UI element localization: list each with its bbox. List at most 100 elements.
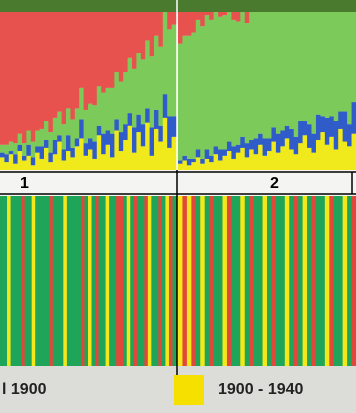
- stacked-bar-2-27-blue: [293, 136, 299, 155]
- stacked-bar-2-14-red: [235, 12, 241, 22]
- strip-bar-2-21: [267, 196, 273, 366]
- stacked-bar-2-29-yellow: [302, 135, 308, 170]
- strip-bar-1-47: [161, 196, 167, 366]
- stacked-bar-2-7-blue: [204, 149, 210, 159]
- stacked-bar-2-25-green: [284, 12, 290, 126]
- stacked-bar-2-6-green: [200, 26, 206, 159]
- legend-label-2: 1900 - 1940: [218, 381, 304, 398]
- stacked-bar-1-21-yellow: [88, 149, 93, 170]
- stacked-bar-1-37-blue: [158, 125, 164, 142]
- stacked-bar-2-17-yellow: [249, 149, 255, 170]
- stacked-bar-1-1-green: [0, 144, 5, 153]
- stacked-bar-2-4-yellow: [191, 162, 197, 170]
- stacked-bar-1-6-green: [22, 143, 27, 156]
- stacked-bar-2-10-red: [218, 12, 224, 17]
- stacked-bar-2-27-yellow: [293, 154, 299, 170]
- stacked-bar-1-22-green: [92, 105, 98, 142]
- stacked-bar-1-7-green: [26, 130, 32, 145]
- stacked-bar-2-1-yellow: [178, 163, 184, 170]
- stacked-bar-1-9-blue: [35, 146, 41, 153]
- stacked-bar-2-8-blue: [209, 155, 215, 163]
- strip-bar-1-44: [151, 196, 156, 366]
- stacked-bar-2-34-green: [324, 12, 330, 118]
- stacked-bar-2-10-green: [218, 16, 224, 150]
- strip-bar-1-25: [84, 196, 89, 366]
- stacked-bar-1-39-green: [167, 29, 173, 117]
- stacked-bar-2-3-blue: [186, 158, 192, 166]
- stacked-bar-1-40-green: [171, 24, 177, 117]
- stacked-bar-2-13-red: [231, 12, 237, 20]
- stacked-bar-1-24-blue: [101, 133, 107, 155]
- stacked-bar-1-22-blue: [92, 141, 98, 159]
- stacked-bar-2-18-blue: [253, 138, 259, 155]
- stacked-bar-2-16-red: [244, 12, 250, 24]
- stacked-bar-2-40-blue: [351, 102, 356, 134]
- stacked-bar-2-8-green: [209, 19, 215, 156]
- legend-swatch-2: [174, 375, 204, 405]
- stacked-bar-2-37-blue: [338, 111, 344, 129]
- stacked-bar-2-12-green: [226, 12, 232, 142]
- stacked-bar-2-15-yellow: [240, 147, 246, 170]
- strip-bar-1-15: [49, 196, 54, 366]
- strip-bar-2-2: [182, 196, 188, 366]
- stacked-bar-1-11-yellow: [44, 147, 49, 170]
- stacked-bar-1-36-yellow: [154, 128, 159, 170]
- stacked-bar-2-30-yellow: [307, 147, 313, 170]
- stacked-bar-1-32-yellow: [136, 132, 142, 170]
- stacked-bar-1-25-red: [105, 12, 111, 88]
- strip-bar-2-39: [347, 196, 353, 366]
- stacked-bar-2-8-yellow: [209, 162, 215, 170]
- stacked-bar-1-2-blue: [4, 154, 10, 163]
- stacked-bar-1-26-yellow: [110, 157, 115, 170]
- stacked-bar-2-2-red: [182, 12, 188, 36]
- stacked-bar-2-25-blue: [284, 125, 290, 139]
- stacked-bar-2-21-yellow: [267, 151, 273, 170]
- stacked-bar-1-20-blue: [83, 143, 89, 156]
- stacked-bar-1-37-green: [158, 46, 164, 126]
- stacked-bar-1-31-blue: [132, 127, 137, 153]
- stacked-bar-1-26-red: [110, 12, 115, 88]
- stacked-bar-1-39-blue: [167, 116, 173, 148]
- legend-item-1: l 1900: [2, 372, 46, 408]
- stacked-bar-1-14-red: [57, 12, 63, 112]
- stacked-bar-1-8-yellow: [30, 165, 36, 170]
- stacked-bar-2-1-red: [178, 12, 184, 44]
- stacked-bar-2-25-yellow: [284, 138, 290, 170]
- stacked-bar-1-8-blue: [30, 157, 36, 166]
- stacked-bar-1-33-blue: [140, 124, 146, 147]
- stacked-bar-2-9-green: [213, 12, 219, 147]
- stacked-bar-2-33-green: [320, 12, 326, 117]
- stacked-bar-1-27-blue: [114, 119, 120, 131]
- strip-bar-2-11: [222, 196, 228, 366]
- stacked-bar-2-26-blue: [289, 128, 295, 150]
- strip-bar-1-21: [70, 196, 75, 366]
- strip-bar-1-9: [28, 196, 33, 366]
- stacked-bar-1-35-yellow: [149, 155, 155, 170]
- stacked-bar-2-22-blue: [271, 127, 277, 142]
- stacked-bar-1-15-green: [61, 124, 67, 150]
- stacked-bar-2-3-yellow: [186, 165, 192, 170]
- strip-bar-2-20: [262, 196, 268, 366]
- stacked-bar-2-29-green: [302, 12, 308, 122]
- stacked-bar-2-34-blue: [324, 117, 330, 145]
- stacked-bar-2-36-yellow: [333, 149, 339, 170]
- stacked-bar-1-13-blue: [52, 139, 58, 155]
- stacked-bar-2-36-blue: [333, 121, 339, 150]
- stacked-bar-2-16-blue: [244, 143, 250, 158]
- stacked-bar-1-9-red: [35, 12, 41, 131]
- strip-bar-1-16: [52, 196, 57, 366]
- stacked-bar-1-25-green: [105, 87, 111, 131]
- stacked-bar-2-39-yellow: [347, 146, 353, 170]
- stacked-bar-2-15-blue: [240, 136, 246, 148]
- stacked-bar-1-29-green: [123, 72, 129, 125]
- strip-bar-1-42: [144, 196, 149, 366]
- strip-bar-2-23: [275, 196, 281, 366]
- stacked-bar-2-29-blue: [302, 121, 308, 136]
- top-band: [0, 0, 356, 12]
- strip-bar-2-12: [226, 196, 232, 366]
- stacked-bar-1-18-green: [74, 108, 80, 139]
- stacked-bar-1-30-red: [127, 12, 133, 58]
- stacked-bar-1-1-blue: [0, 152, 5, 158]
- stacked-bar-1-35-blue: [149, 127, 155, 156]
